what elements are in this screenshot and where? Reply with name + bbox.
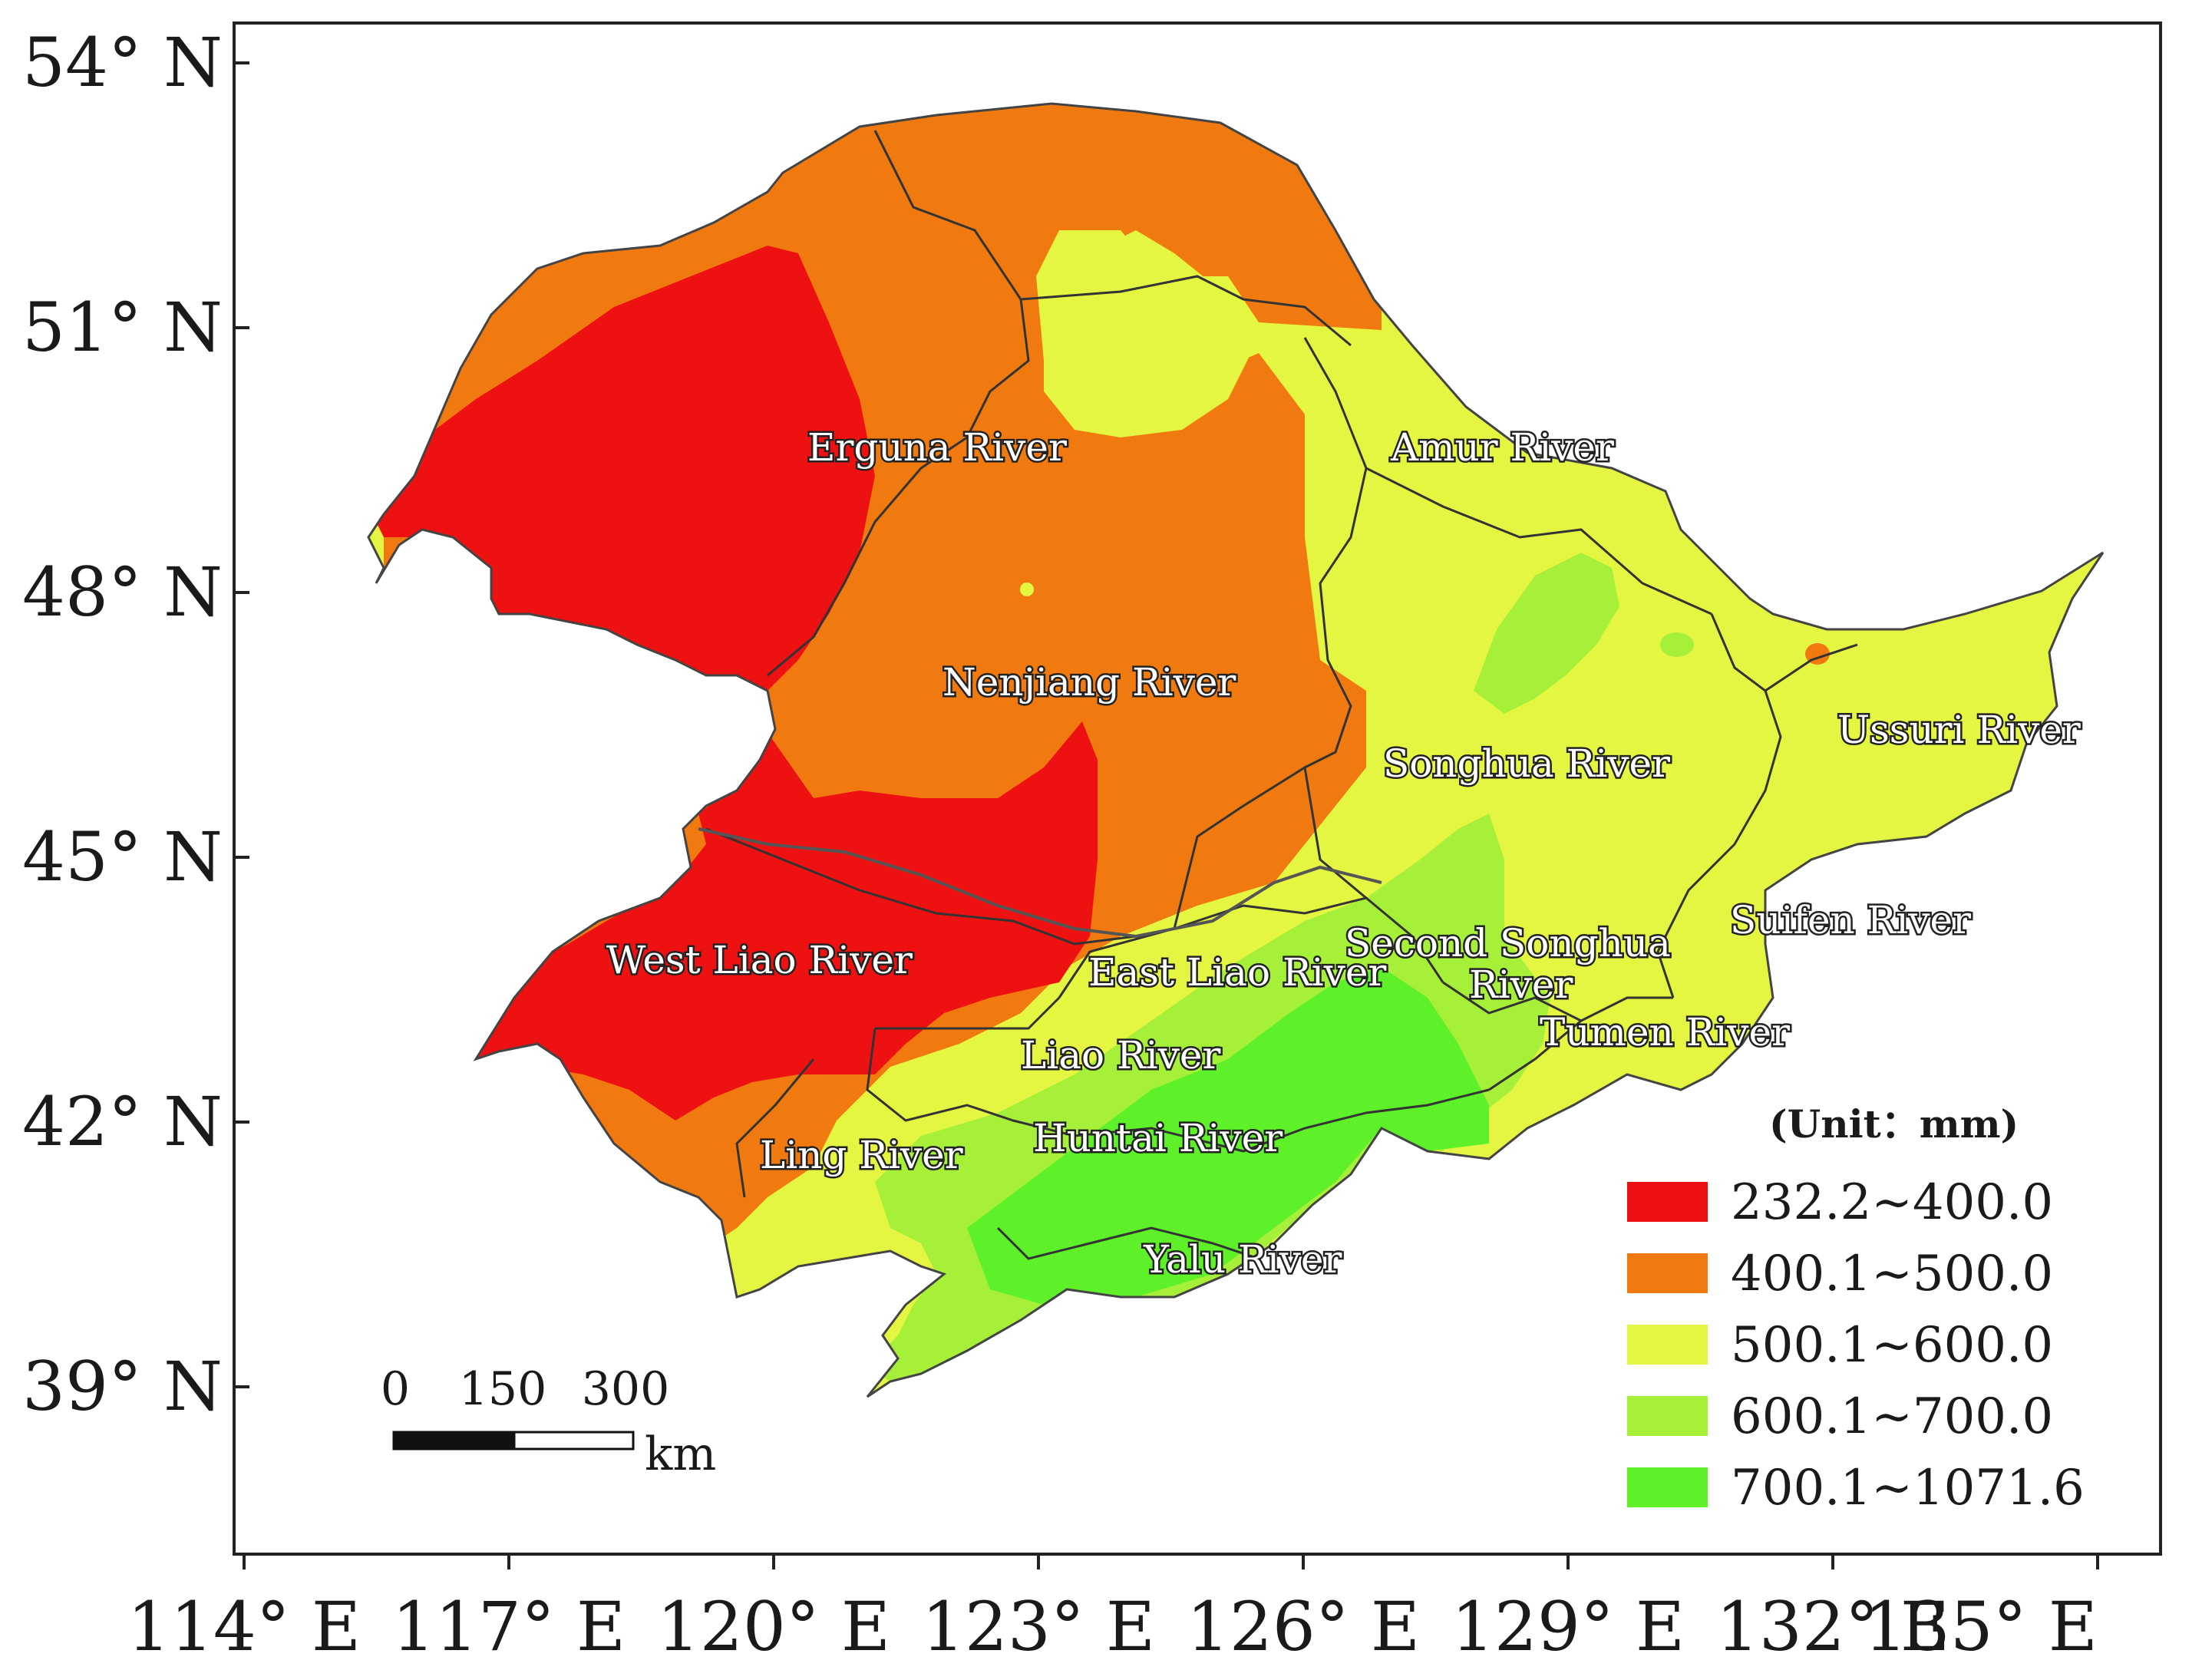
zone-500-600-north-patch <box>1044 230 1251 437</box>
label-songhua-river: Songhua River <box>1383 741 1670 786</box>
y-tick-label: 51° N <box>22 288 223 367</box>
y-tick-label: 45° N <box>22 817 223 896</box>
x-axis: 114° E 117° E 120° E 123° E 126° E 129° … <box>127 1554 2099 1666</box>
y-axis: 54° N 51° N 48° N 45° N 42° N 39° N <box>22 23 249 1426</box>
legend-swatch-700-1071 <box>1627 1467 1708 1507</box>
legend-swatch-600-700 <box>1627 1396 1708 1436</box>
scale-bar-hollow <box>513 1431 635 1451</box>
label-suifen-river: Suifen River <box>1730 898 1971 942</box>
legend: (Unit：mm) 232.2~400.0 400.1~500.0 500.1~… <box>1627 1101 2085 1517</box>
x-tick-label: 123° E <box>922 1587 1155 1666</box>
scale-tick-label: 0 <box>381 1362 410 1416</box>
label-east-liao-river: East Liao River <box>1088 950 1386 995</box>
legend-label: 600.1~700.0 <box>1731 1388 2053 1445</box>
y-tick-label: 54° N <box>22 23 223 102</box>
x-tick-label: 120° E <box>657 1587 890 1666</box>
legend-label: 500.1~600.0 <box>1731 1317 2053 1374</box>
legend-swatch-232-400 <box>1627 1182 1708 1222</box>
label-second-songhua-river-line1: Second Songhua <box>1345 921 1671 965</box>
label-nenjiang-river: Nenjiang River <box>943 660 1236 705</box>
label-yalu-river: Yalu River <box>1143 1237 1342 1282</box>
legend-swatch-400-500 <box>1627 1253 1708 1293</box>
label-erguna-river: Erguna River <box>807 425 1067 470</box>
label-liao-river: Liao River <box>1021 1033 1220 1078</box>
region-outline <box>367 102 2105 1398</box>
legend-swatch-500-600 <box>1627 1325 1708 1365</box>
label-tumen-river: Tumen River <box>1540 1010 1790 1055</box>
legend-label: 700.1~1071.6 <box>1731 1460 2085 1517</box>
zone-600-700-small-patch <box>1660 632 1694 657</box>
y-tick-label: 48° N <box>22 553 223 632</box>
zone-700-1071-southeast <box>967 967 1489 1305</box>
x-tick-label: 132° E <box>1716 1587 1949 1666</box>
scale-unit: km <box>645 1428 716 1481</box>
scale-bar-solid <box>392 1431 516 1451</box>
legend-label: 232.2~400.0 <box>1731 1174 2053 1231</box>
label-amur-river: Amur River <box>1390 425 1614 470</box>
label-ling-river: Ling River <box>760 1133 963 1177</box>
label-huntai-river: Huntai River <box>1033 1116 1283 1160</box>
scale-tick-label: 150 <box>459 1362 547 1416</box>
x-tick-label: 126° E <box>1187 1587 1420 1666</box>
legend-title: (Unit：mm) <box>1769 1101 2019 1147</box>
y-tick-label: 42° N <box>22 1082 223 1161</box>
label-ussuri-river: Ussuri River <box>1837 708 2081 752</box>
river-labels: Erguna River Amur River Nenjiang River S… <box>605 424 2083 1284</box>
x-tick-label: 129° E <box>1451 1587 1685 1666</box>
zone-500-600-dot <box>1020 583 1034 596</box>
scale-tick-label: 300 <box>582 1362 670 1416</box>
y-tick-label: 39° N <box>22 1347 223 1426</box>
x-tick-label: 117° E <box>392 1587 626 1666</box>
international-border <box>698 827 1382 939</box>
x-tick-label: 114° E <box>127 1587 361 1666</box>
label-west-liao-river: West Liao River <box>606 938 913 982</box>
scale-bar: 0 150 300 km <box>381 1362 716 1481</box>
x-tick-label: 135° E <box>1864 1587 2098 1666</box>
legend-label: 400.1~500.0 <box>1731 1246 2053 1302</box>
zone-600-700-central-patch <box>1474 553 1619 714</box>
basin-boundaries <box>705 130 1858 1260</box>
label-second-songhua-river-line2: River <box>1469 962 1573 1007</box>
